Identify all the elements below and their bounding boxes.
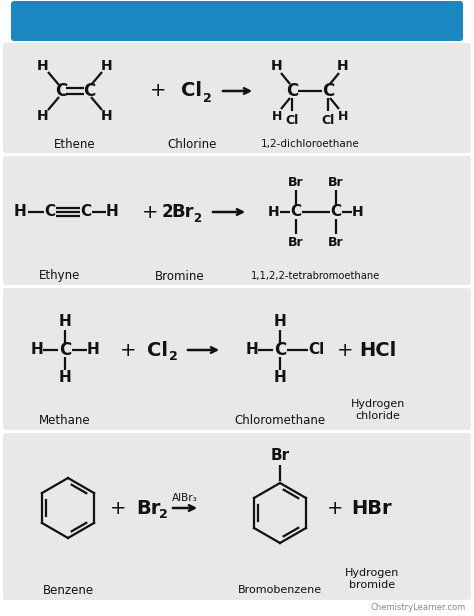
Text: H: H <box>106 205 118 219</box>
Text: H: H <box>352 205 364 219</box>
Text: H: H <box>14 205 27 219</box>
FancyBboxPatch shape <box>3 156 471 285</box>
Text: Cl: Cl <box>182 81 202 100</box>
Text: Chlorine: Chlorine <box>167 137 217 150</box>
Text: +: + <box>142 203 158 222</box>
Text: C: C <box>286 82 298 100</box>
Text: H: H <box>31 342 44 357</box>
Text: 1,2-dichloroethane: 1,2-dichloroethane <box>261 139 359 149</box>
Text: C: C <box>274 341 286 359</box>
Text: Cl: Cl <box>308 342 324 357</box>
Text: Bromobenzene: Bromobenzene <box>238 585 322 595</box>
Text: Cl: Cl <box>147 341 168 360</box>
Text: HCl: HCl <box>359 341 397 360</box>
Text: H: H <box>37 59 49 73</box>
Text: H: H <box>338 110 348 123</box>
Text: Br: Br <box>136 498 160 517</box>
Text: 2: 2 <box>159 508 167 522</box>
Text: Br: Br <box>328 235 344 248</box>
Text: Br: Br <box>288 176 304 188</box>
Text: H: H <box>272 110 282 123</box>
Text: H: H <box>246 342 258 357</box>
Text: Examples of Halogenation: Examples of Halogenation <box>88 12 386 31</box>
Text: Bromine: Bromine <box>155 270 205 283</box>
Text: H: H <box>101 59 113 73</box>
Text: AlBr₃: AlBr₃ <box>172 493 198 503</box>
Text: 2: 2 <box>203 92 211 105</box>
Text: Chloromethane: Chloromethane <box>235 415 326 428</box>
Text: Br: Br <box>328 176 344 188</box>
Text: +: + <box>337 341 353 360</box>
Text: H: H <box>273 370 286 386</box>
Text: Cl: Cl <box>321 113 335 126</box>
FancyBboxPatch shape <box>3 43 471 153</box>
Text: C: C <box>59 341 71 359</box>
Text: Br: Br <box>288 235 304 248</box>
Text: 2: 2 <box>193 212 201 225</box>
Text: H: H <box>268 205 280 219</box>
Text: Benzene: Benzene <box>43 583 93 596</box>
Text: Ethene: Ethene <box>54 137 96 150</box>
Text: 1,1,2,2-tetrabromoethane: 1,1,2,2-tetrabromoethane <box>251 271 381 281</box>
Text: HBr: HBr <box>352 498 392 517</box>
Text: H: H <box>271 59 283 73</box>
Text: Ethyne: Ethyne <box>39 270 81 283</box>
Text: +: + <box>120 341 136 360</box>
Text: Hydrogen
bromide: Hydrogen bromide <box>345 569 399 590</box>
Text: C: C <box>291 205 301 219</box>
Text: H: H <box>101 109 113 123</box>
Text: Hydrogen
chloride: Hydrogen chloride <box>351 399 405 421</box>
Text: ChemistryLearner.com: ChemistryLearner.com <box>371 603 466 612</box>
Text: +: + <box>110 498 126 517</box>
Text: C: C <box>81 205 91 219</box>
Text: Br: Br <box>172 203 194 221</box>
Text: H: H <box>37 109 49 123</box>
Text: +: + <box>150 81 166 100</box>
Text: C: C <box>322 82 334 100</box>
Text: C: C <box>45 205 55 219</box>
Text: C: C <box>55 82 67 100</box>
Text: H: H <box>87 342 100 357</box>
Text: C: C <box>83 82 95 100</box>
FancyBboxPatch shape <box>3 288 471 430</box>
Text: Methane: Methane <box>39 415 91 428</box>
FancyBboxPatch shape <box>11 1 463 41</box>
Text: Cl: Cl <box>285 113 299 126</box>
Text: 2: 2 <box>169 351 178 363</box>
Text: H: H <box>59 315 72 330</box>
Text: C: C <box>330 205 342 219</box>
Text: 2: 2 <box>162 203 179 221</box>
Text: +: + <box>327 498 343 517</box>
Text: H: H <box>337 59 349 73</box>
FancyBboxPatch shape <box>3 433 471 600</box>
Text: Br: Br <box>271 448 290 463</box>
Text: H: H <box>59 370 72 386</box>
Text: H: H <box>273 315 286 330</box>
